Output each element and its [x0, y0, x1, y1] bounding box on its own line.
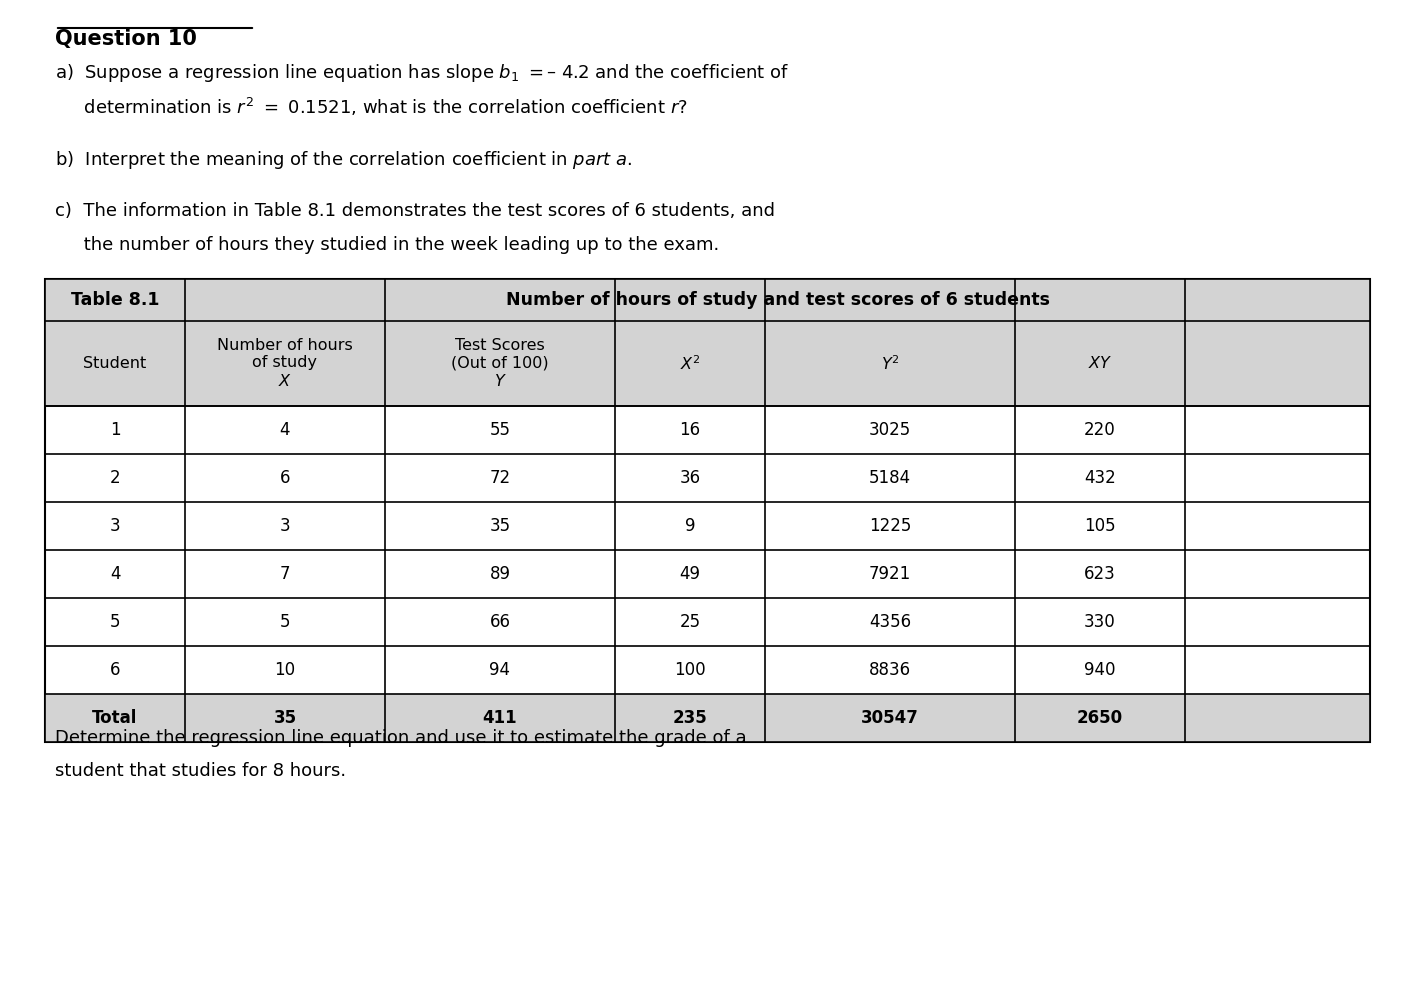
Text: 5184: 5184: [868, 469, 911, 487]
Text: 35: 35: [490, 517, 511, 535]
Text: $XY$: $XY$: [1087, 355, 1113, 372]
Text: 7921: 7921: [868, 565, 911, 583]
Text: c)  The information in Table 8.1 demonstrates the test scores of 6 students, and: c) The information in Table 8.1 demonstr…: [55, 202, 775, 220]
Text: 25: 25: [679, 613, 700, 631]
Text: 4: 4: [280, 421, 291, 439]
Text: 66: 66: [490, 613, 511, 631]
Bar: [45, 279, 1370, 321]
Text: 30547: 30547: [861, 709, 919, 727]
Bar: [45, 321, 1370, 406]
Text: 36: 36: [679, 469, 700, 487]
Text: $Y^2$: $Y^2$: [881, 354, 899, 373]
Text: 72: 72: [490, 469, 511, 487]
Text: 3025: 3025: [868, 421, 911, 439]
Text: 330: 330: [1084, 613, 1115, 631]
Text: b)  Interpret the meaning of the correlation coefficient in $\it{part\ a}$.: b) Interpret the meaning of the correlat…: [55, 149, 633, 171]
Bar: [45, 279, 1370, 742]
Text: determination is $r^2\ =\ 0.1521$, what is the correlation coefficient $r$?: determination is $r^2\ =\ 0.1521$, what …: [55, 96, 688, 118]
Text: 432: 432: [1084, 469, 1115, 487]
Text: Test Scores
(Out of 100)
$Y$: Test Scores (Out of 100) $Y$: [452, 338, 549, 389]
Text: 235: 235: [672, 709, 707, 727]
Text: Question 10: Question 10: [55, 29, 196, 49]
Text: 940: 940: [1084, 661, 1115, 679]
Text: 55: 55: [490, 421, 511, 439]
Text: Determine the regression line equation and use it to estimate the grade of a: Determine the regression line equation a…: [55, 729, 747, 747]
Text: 7: 7: [280, 565, 291, 583]
Text: 2650: 2650: [1077, 709, 1123, 727]
Text: 1: 1: [110, 421, 120, 439]
Text: 6: 6: [280, 469, 291, 487]
Text: Student: Student: [83, 356, 147, 371]
Text: Total: Total: [92, 709, 138, 727]
Text: 220: 220: [1084, 421, 1115, 439]
Text: 16: 16: [679, 421, 700, 439]
Text: 4: 4: [110, 565, 120, 583]
Text: 2: 2: [110, 469, 120, 487]
Text: 6: 6: [110, 661, 120, 679]
Text: the number of hours they studied in the week leading up to the exam.: the number of hours they studied in the …: [55, 236, 719, 254]
Text: 5: 5: [280, 613, 291, 631]
Text: 49: 49: [679, 565, 700, 583]
Text: 4356: 4356: [868, 613, 911, 631]
Text: Table 8.1: Table 8.1: [71, 291, 160, 309]
Text: Number of hours
of study
$X$: Number of hours of study $X$: [217, 338, 353, 389]
Text: 5: 5: [110, 613, 120, 631]
Text: 35: 35: [274, 709, 297, 727]
Text: 623: 623: [1084, 565, 1115, 583]
Bar: [45, 694, 1370, 742]
Text: 1225: 1225: [868, 517, 911, 535]
Text: 3: 3: [280, 517, 291, 535]
Text: student that studies for 8 hours.: student that studies for 8 hours.: [55, 762, 346, 780]
Text: $X^2$: $X^2$: [679, 354, 700, 373]
Text: 9: 9: [685, 517, 695, 535]
Text: Number of hours of study and test scores of 6 students: Number of hours of study and test scores…: [505, 291, 1049, 309]
Text: 8836: 8836: [868, 661, 911, 679]
Text: 411: 411: [483, 709, 517, 727]
Text: 89: 89: [490, 565, 511, 583]
Text: 3: 3: [110, 517, 120, 535]
Text: 94: 94: [490, 661, 511, 679]
Text: a)  Suppose a regression line equation has slope $b_1\ =$– 4.2 and the coefficie: a) Suppose a regression line equation ha…: [55, 62, 789, 84]
Text: 10: 10: [274, 661, 295, 679]
Text: 100: 100: [674, 661, 706, 679]
Text: 105: 105: [1084, 517, 1115, 535]
